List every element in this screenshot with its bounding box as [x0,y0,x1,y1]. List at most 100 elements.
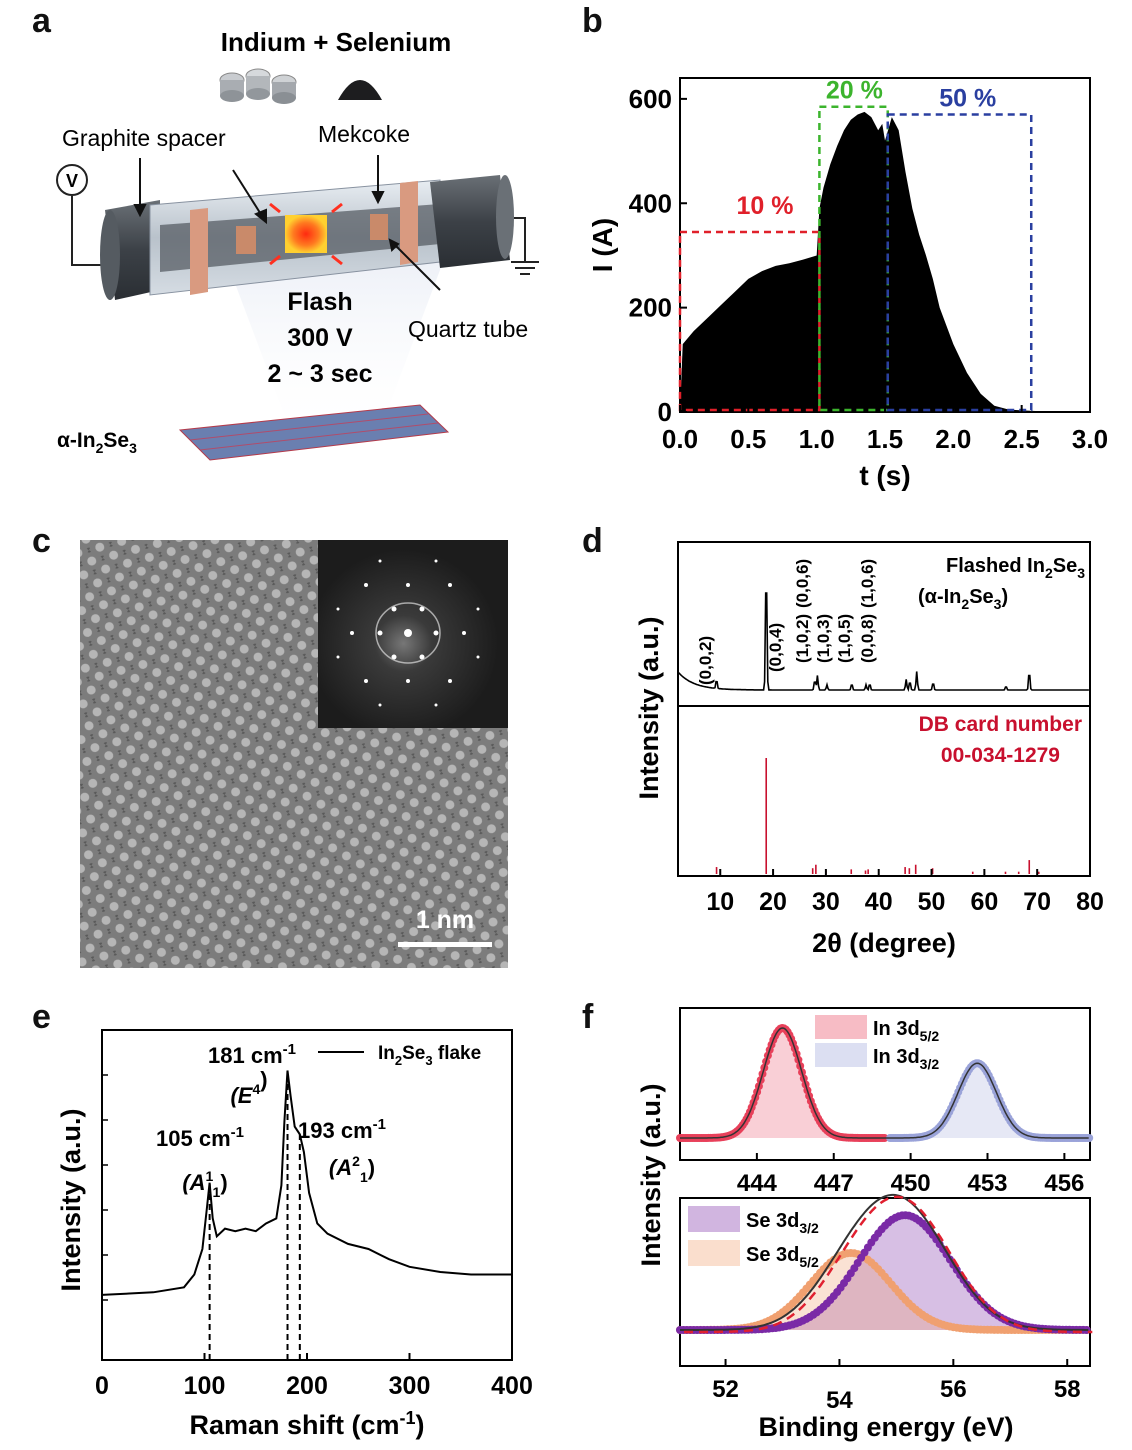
panel-f-top-frame [679,1007,1091,1161]
panel-d-peak-label-0: (0,0,2) [696,636,715,685]
panel-f-bottom-envelope [684,1195,1093,1334]
panel-e-peak-value-0: 105 cm-1 [156,1124,244,1151]
panel-d-legend-db: DB card number [919,713,1082,736]
panel-e-peak-mode-0-part-0: (A [182,1170,205,1195]
panel-f-bottom-legend-label-0-part-0: Se 3d [746,1210,799,1232]
panel-f-bottom-legend-label-0-part-1: 3/2 [799,1220,819,1236]
panel-b-xtick-label-0: 0.0 [662,424,698,454]
panel-e-xlabel-part-2: ) [416,1410,425,1440]
panel-b-window-label-0: 10 % [737,192,794,220]
panel-b-xtick-label-6: 3.0 [1072,424,1108,454]
panel-letter-d: d [582,522,603,560]
panel-letter-e: e [32,998,51,1036]
panel-d-peak-label-6: (0,0,8) [858,614,877,663]
panel-b-xtick-label-5: 2.5 [1004,424,1040,454]
panel-d-peak-label-7: (1,0,6) [858,559,877,608]
panel-e-peak-mode-2-part-1: 2 [352,1153,360,1169]
panel-letter-b: b [582,2,603,40]
panel-letter-f: f [582,998,594,1036]
panel-e-xtick-label-1: 100 [184,1372,226,1400]
panel-e-legend-label: In2Se3 flake [378,1043,481,1068]
panel-e-xtick-label-3: 300 [389,1372,431,1400]
panel-e-peak-value-1-part-0: 181 cm [208,1043,283,1068]
panel-b-window-2 [886,113,1033,412]
indium-pellets-icon [219,68,297,104]
panel-f-bottom-xtick-label-3: 58 [1054,1376,1081,1403]
panel-d-xrd-line [677,592,1089,692]
panel-f-top-fit-line [680,1027,1089,1139]
panel-b-window-label-2: 50 % [939,85,996,113]
panel-f-top-fill-1 [887,1063,1067,1138]
panel-e-peak-value-1: 181 cm-1 [208,1041,296,1068]
panel-d-xtick-label-0: 10 [706,888,734,916]
panel-letter-c: c [32,522,51,560]
panel-d-xtick-label-2: 30 [812,888,840,916]
panel-e-raman-line [101,1070,512,1296]
panel-e-xtick-label-4: 400 [491,1372,533,1400]
copper-ring-left [190,208,208,295]
panel-e-peak-value-0-part-1: -1 [231,1124,244,1141]
panel-d-legend-flashed-part-3: 3 [1077,565,1085,581]
panel-f-top-legend-label-0-part-1: 5/2 [920,1028,940,1044]
panel-b-xtick-label-1: 0.5 [730,424,766,454]
panel-f-bottom-xtick-label-0: 52 [712,1376,739,1403]
panel-d-legend-flashed: Flashed In2Se3 [946,555,1085,581]
panel-f-top-legend-swatch-0 [815,1015,867,1039]
selenium-powder-icon [338,80,382,100]
duration-label: 2 ~ 3 sec [268,360,373,388]
panel-f-bottom-fill-0 [745,1215,1065,1330]
panel-b-ytick-label-3: 600 [629,84,672,114]
panel-d-xtick-label-3: 40 [865,888,893,916]
panel-e-peak-value-2-part-1: -1 [373,1116,386,1133]
right-electrode [430,175,510,268]
panel-f-ylabel: Intensity (a.u.) [636,1083,666,1266]
panel-d-legend-flashed-part-1: 2 [1045,565,1053,581]
panel-e-peak-value-0-part-0: 105 cm [156,1126,231,1151]
panel-b-ytick-label-0: 0 [658,397,672,427]
panel-f-xlabel: Binding energy (eV) [758,1412,1013,1442]
panel-b-xtick-label-4: 2.0 [935,424,971,454]
voltmeter-icon [56,164,88,196]
panel-e-peak-mode-0-part-3: ) [220,1170,227,1195]
flash-label: Flash [287,288,352,316]
voltmeter-label: V [66,171,78,191]
panel-b-xtick-label-3: 1.5 [867,424,903,454]
panel-e-peak-mode-1-part-0: (E [230,1083,253,1108]
panel-e-peak-value-1-part-1: -1 [283,1041,296,1058]
panel-d-legend-phase-part-3: 3 [994,596,1002,612]
scale-bar-label: 1 nm [416,906,474,934]
panel-e-peak-mode-1-part-3: ) [260,1067,267,1092]
panel-f-bottom-legend-label-1-part-0: Se 3d [746,1244,799,1266]
panel-d-legend-phase-part-0: (α-In [918,586,961,608]
panel-f-bottom-frame [679,1197,1091,1367]
panel-d-legend-flashed-part-0: Flashed In [946,555,1045,577]
voltage-label: 300 V [287,324,353,352]
panel-d-legend-flashed-part-2: Se [1053,555,1077,577]
panel-f-top-xtick-label-2: 450 [891,1170,931,1197]
panel-d-frame [677,541,1091,877]
panel-d-legend-phase: (α-In2Se3) [918,586,1008,612]
panel-b-window-label-1: 20 % [826,77,883,105]
panel-b-ytick-label-1: 200 [629,293,672,323]
panel-d-xtick-label-5: 60 [970,888,998,916]
panel-b-xlabel: t (s) [859,460,910,491]
panel-e-peak-mode-0-part-1: 1 [206,1168,214,1184]
panel-f-top-legend-label-1: In 3d3/2 [873,1046,939,1072]
panel-e-legend-label-part-4: flake [433,1043,482,1064]
panel-d-xtick-label-1: 20 [759,888,787,916]
panel-d-xlabel: 2θ (degree) [812,928,956,958]
mekcoke-label: Mekcoke [318,121,410,147]
panel-e-peak-mode-1-part-1: 4 [252,1081,260,1097]
panel-d-peak-label-2: (1,0,2) [793,614,812,663]
panel-letter-a: a [32,2,51,40]
scale-bar [398,942,492,947]
panel-f-top-xtick-label-0: 444 [737,1170,778,1197]
panel-f-bottom-legend-swatch-0 [688,1206,740,1232]
panel-e-peak-value-2-part-0: 193 cm [298,1118,373,1143]
panel-d-peak-label-5: (0,0,6) [793,559,812,608]
panel-e-xtick-label-0: 0 [95,1372,109,1400]
panel-f-top-point [1085,1134,1094,1142]
panel-e-peak-mode-2-part-2: 1 [360,1169,368,1185]
